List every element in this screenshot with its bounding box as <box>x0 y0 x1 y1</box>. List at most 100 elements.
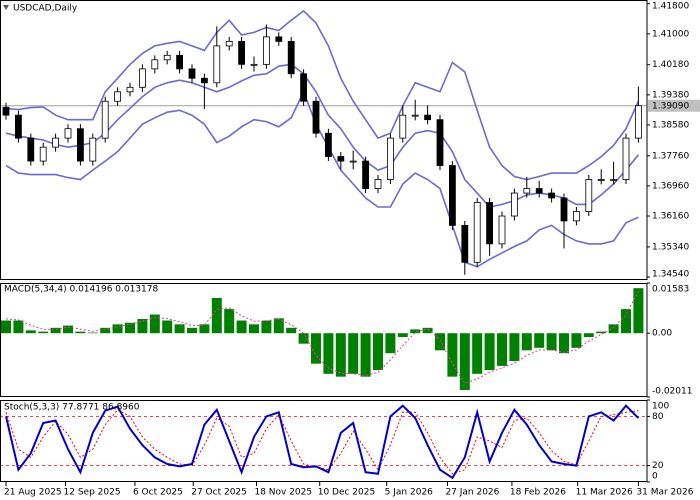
macd-bar <box>509 333 520 362</box>
x-tick-label: 21 Aug 2025 <box>4 488 62 498</box>
macd-bar <box>25 330 36 334</box>
y-tick-label: -0.02011 <box>652 387 692 397</box>
candle-body <box>225 40 233 47</box>
y-tick-label: 1.36960 <box>652 181 689 191</box>
candle-body <box>163 54 171 61</box>
macd-bar <box>13 320 24 334</box>
macd-bar <box>162 320 173 334</box>
macd-bar <box>410 329 421 334</box>
candle-body <box>151 59 159 70</box>
macd-bar <box>323 333 334 374</box>
candle-body <box>77 128 84 162</box>
chart-title: USDCAD,Daily <box>13 4 78 14</box>
x-tick-label: 18 Feb 2026 <box>510 488 566 498</box>
stoch-title: Stoch(5,3,3) 77.8771 86.8960 <box>4 403 140 413</box>
candle-body <box>114 91 121 102</box>
candle-body <box>473 202 481 263</box>
candle-body <box>89 137 97 162</box>
macd-bar <box>261 320 272 334</box>
candle-body <box>287 40 295 75</box>
candle-body <box>635 105 642 139</box>
y-tick-label: 80 <box>652 412 664 422</box>
candle-body <box>27 137 35 162</box>
candle-body <box>535 188 543 194</box>
candle-body <box>300 73 308 102</box>
candle-body <box>337 156 345 162</box>
y-tick-label: 1.39380 <box>652 90 689 100</box>
macd-bar <box>100 327 111 334</box>
macd-bar <box>348 333 359 374</box>
candle-body <box>138 68 146 88</box>
y-tick-label: 1.35340 <box>652 242 689 252</box>
candle-body <box>436 119 444 166</box>
y-tick-label: 1.41000 <box>652 29 689 39</box>
candle-body <box>312 100 320 134</box>
x-tick-label: 6 Oct 2025 <box>133 488 183 498</box>
y-tick-label: 0.01583 <box>652 285 689 295</box>
panel-frame <box>0 400 648 482</box>
macd-bar <box>236 320 247 334</box>
macd-bar <box>546 333 557 351</box>
y-tick-label: 20 <box>652 461 664 471</box>
y-tick-label: 1.37760 <box>652 151 689 161</box>
candle-body <box>238 40 246 65</box>
macd-bar <box>112 324 123 334</box>
candle-body <box>597 179 605 181</box>
macd-bar <box>199 324 210 334</box>
candle-body <box>64 128 72 139</box>
macd-bar <box>472 333 483 374</box>
macd-bar <box>75 331 86 334</box>
macd-bar <box>335 333 346 377</box>
candle-body <box>461 225 469 263</box>
macd-bar <box>149 314 160 334</box>
macd-bar <box>137 318 148 334</box>
macd-bar <box>311 333 321 364</box>
candle-body <box>362 160 370 189</box>
macd-bar <box>298 333 309 344</box>
x-tick-label: 12 Sep 2025 <box>64 488 121 498</box>
candle-body <box>399 114 407 139</box>
macd-bar <box>521 333 532 351</box>
macd-bar <box>497 333 507 366</box>
candle-body <box>510 192 518 217</box>
candle-body <box>262 36 270 65</box>
macd-bar <box>224 309 235 334</box>
macd-bar <box>571 333 582 348</box>
candle-body <box>213 45 221 84</box>
stoch-main <box>5 404 640 480</box>
x-tick-label: 18 Nov 2025 <box>254 488 312 498</box>
macd-bar <box>211 298 222 334</box>
y-tick-label: 0.00 <box>652 329 672 339</box>
y-tick-label: 1.34540 <box>652 270 689 280</box>
last-price-box <box>648 99 700 112</box>
macd-bar <box>286 327 297 334</box>
macd-bar <box>435 333 445 351</box>
candle-body <box>424 114 432 121</box>
y-tick-label: 1.36160 <box>652 212 689 222</box>
macd-bar <box>1 320 11 334</box>
candle-body <box>498 215 506 245</box>
macd-bar <box>534 333 545 348</box>
y-tick-label: 1.38580 <box>652 120 689 130</box>
y-tick-label: 1.40180 <box>652 60 689 70</box>
bollinger-lower <box>5 89 639 268</box>
macd-bar <box>596 331 607 334</box>
macd-bar <box>397 333 408 338</box>
candle-body <box>548 192 555 199</box>
candle-body <box>324 132 332 157</box>
symbol-icon <box>3 5 9 10</box>
candle-body <box>200 77 208 84</box>
candle-body <box>585 179 593 212</box>
candle-body <box>188 68 196 79</box>
macd-bar <box>447 333 458 377</box>
candle-body <box>411 114 419 117</box>
candle-body <box>349 160 357 163</box>
macd-bar <box>50 327 61 334</box>
y-tick-label: 1.41800 <box>652 2 689 12</box>
x-tick-label: 27 Oct 2025 <box>191 488 247 498</box>
macd-bar <box>385 333 396 354</box>
macd-title: MACD(5,34,4) 0.014196 0.013178 <box>4 285 159 295</box>
x-tick-label: 27 Jan 2026 <box>445 488 499 498</box>
macd-bar <box>273 318 284 334</box>
